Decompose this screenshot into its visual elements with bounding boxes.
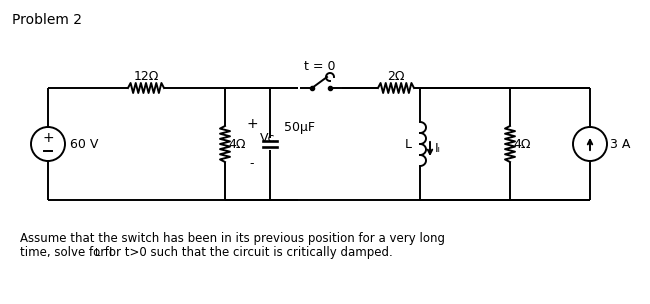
Text: Assume that the switch has been in its previous position for a very long: Assume that the switch has been in its p… xyxy=(20,232,445,245)
Text: +: + xyxy=(246,117,258,131)
Text: time, solve for I: time, solve for I xyxy=(20,246,112,259)
Text: Iₗ: Iₗ xyxy=(435,143,441,156)
Text: L: L xyxy=(95,248,101,258)
Text: for t>0 such that the circuit is critically damped.: for t>0 such that the circuit is critica… xyxy=(101,246,393,259)
Text: 4Ω: 4Ω xyxy=(228,137,246,150)
Text: 12Ω: 12Ω xyxy=(133,71,159,84)
Text: 4Ω: 4Ω xyxy=(514,137,531,150)
Text: Vᴄ: Vᴄ xyxy=(260,133,276,146)
Text: t = 0: t = 0 xyxy=(304,60,336,74)
Text: Problem 2: Problem 2 xyxy=(12,13,82,27)
Text: -: - xyxy=(250,157,254,171)
Text: 60 V: 60 V xyxy=(70,137,98,150)
Text: 50μF: 50μF xyxy=(284,122,315,134)
Text: 3 A: 3 A xyxy=(610,137,630,150)
Text: +: + xyxy=(42,131,54,145)
Text: L: L xyxy=(405,137,412,150)
Text: 2Ω: 2Ω xyxy=(387,71,405,84)
